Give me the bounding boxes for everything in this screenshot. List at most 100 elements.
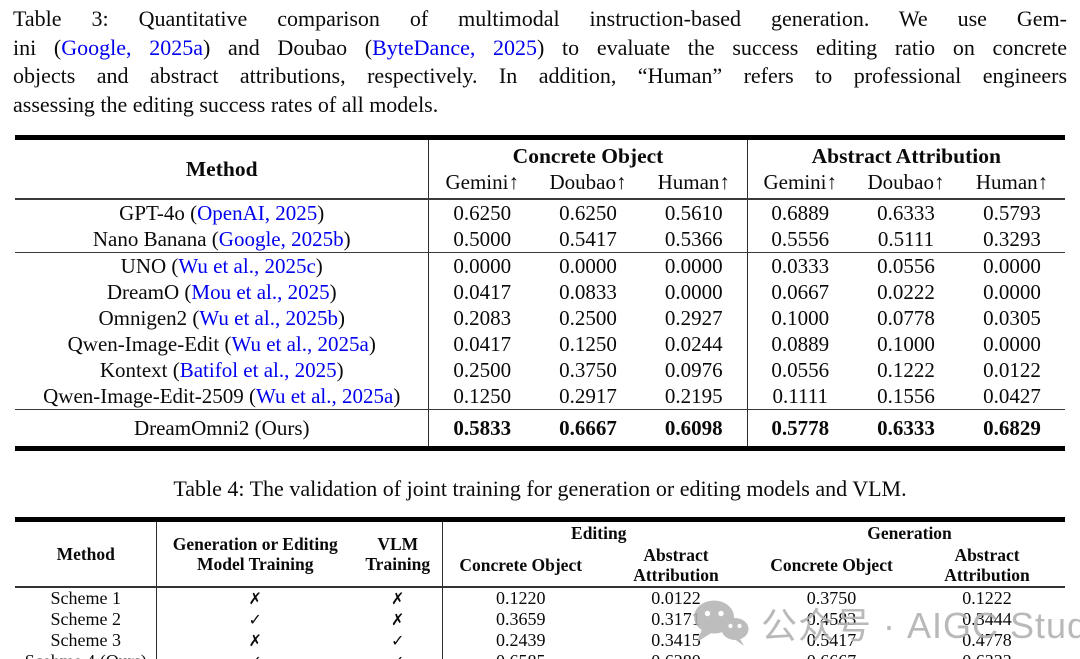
method-cell: DreamOmni2 (Ours)	[15, 410, 429, 449]
method-cell: Qwen-Image-Edit (Wu et al., 2025a)	[15, 331, 429, 357]
citation-link[interactable]: Batifol et al., 2025	[179, 358, 337, 382]
check-mark-icon: ✓	[391, 631, 405, 650]
citation-link[interactable]: Wu et al., 2025a	[255, 384, 394, 408]
value-cell: 0.0222	[877, 280, 935, 304]
value-cell: 0.0000	[983, 254, 1041, 278]
citation-link[interactable]: Wu et al., 2025a	[231, 332, 369, 356]
value-cell: 0.6829	[983, 416, 1041, 440]
col-header-doubao: Doubao↑	[549, 170, 627, 194]
table3-group-open-models: UNO (Wu et al., 2025c) 0.0000 0.0000 0.0…	[14, 252, 1066, 410]
value-cell: 0.0244	[664, 332, 723, 356]
method-text: GPT-4o (	[119, 201, 198, 225]
value-cell: 0.0427	[983, 384, 1041, 408]
group-header-editing: Editing	[442, 519, 754, 544]
value-cell: 0.5417	[806, 630, 857, 650]
value-cell: 0.5000	[428, 226, 535, 253]
citation-link[interactable]: Wu et al., 2025b	[199, 306, 338, 330]
col-header-gemini: Gemini↑	[746, 169, 854, 199]
method-cell: Scehme 4 (Ours)	[15, 651, 157, 659]
value-cell: 0.0976	[664, 358, 723, 382]
col-header-editing-abstract-attribution: Abstract Attribution	[633, 545, 719, 585]
value-cell: 0.3750	[559, 358, 617, 382]
method-cell: Scheme 3	[50, 630, 121, 650]
table-row: DreamOmni2 (Ours) 0.5833 0.6667 0.6098 0…	[15, 409, 1065, 449]
value-cell: 0.5833	[428, 409, 535, 449]
cross-mark-icon: ✗	[391, 610, 405, 629]
table4-header: Method Generation or Editing Model Traini…	[14, 519, 1066, 587]
citation-link[interactable]: ByteDance, 2025	[372, 34, 538, 60]
header-text: Training	[365, 554, 431, 574]
table-row: Scheme 2 ✓ ✗ 0.3659 0.3171 0.4583 0.3444	[15, 609, 1065, 630]
table-row: Qwen-Image-Edit-2509 (Wu et al., 2025a) …	[15, 383, 1065, 410]
method-text: )	[393, 384, 401, 408]
value-cell: 0.2500	[428, 357, 535, 383]
method-text: )	[317, 201, 325, 225]
value-cell: 0.5793	[983, 201, 1041, 225]
value-cell: 0.6098	[664, 416, 723, 440]
citation-link[interactable]: OpenAI, 2025	[197, 201, 318, 225]
value-cell: 0.0000	[664, 254, 723, 278]
table-row: GPT-4o (OpenAI, 2025) 0.6250 0.6250 0.56…	[15, 199, 1065, 226]
method-cell: Scheme 1	[50, 588, 121, 608]
citation-link[interactable]: Wu et al., 2025c	[178, 254, 316, 278]
value-cell: 0.0000	[559, 254, 617, 278]
method-cell: UNO (Wu et al., 2025c)	[15, 253, 429, 280]
method-text: Qwen-Image-Edit-2509 (	[43, 384, 256, 408]
value-cell: 0.3750	[806, 588, 857, 608]
table4-caption: Table 4: The validation of joint trainin…	[173, 476, 907, 501]
value-cell: 0.0833	[559, 280, 617, 304]
value-cell: 0.6667	[559, 416, 617, 440]
value-cell: 0.0417	[428, 331, 535, 357]
value-cell: 0.0556	[877, 254, 935, 278]
value-cell: 0.2083	[428, 305, 535, 331]
method-text: DreamO (	[106, 280, 192, 304]
caption-line: Table 3: Quantitative comparison of mult…	[13, 6, 1067, 31]
table-row: Scehme 4 (Ours) ✓ ✓ 0.6585 0.6280 0.6667…	[15, 651, 1065, 659]
value-cell: 0.6250	[428, 199, 535, 226]
method-cell: GPT-4o (OpenAI, 2025)	[15, 199, 429, 226]
value-cell: 0.5556	[746, 226, 854, 253]
value-cell: 0.1222	[877, 358, 935, 382]
table-row: Qwen-Image-Edit (Wu et al., 2025a) 0.041…	[15, 331, 1065, 357]
citation-link[interactable]: Google, 2025a	[61, 34, 203, 60]
table-row: Kontext (Batifol et al., 2025) 0.2500 0.…	[15, 357, 1065, 383]
value-cell: 0.3415	[651, 630, 701, 650]
table4: Method Generation or Editing Model Traini…	[14, 517, 1066, 659]
citation-link[interactable]: Google, 2025b	[218, 227, 344, 251]
col-header-human: Human↑	[657, 170, 730, 194]
value-cell: 0.6333	[877, 416, 935, 440]
value-cell: 0.0000	[983, 280, 1041, 304]
method-cell: Nano Banana (Google, 2025b)	[15, 226, 429, 253]
value-cell: 0.0000	[983, 332, 1041, 356]
value-cell: 0.0000	[428, 252, 535, 279]
value-cell: 0.3444	[962, 609, 1012, 629]
method-text: Kontext (	[99, 358, 180, 382]
method-cell: Qwen-Image-Edit-2509 (Wu et al., 2025a)	[15, 383, 429, 410]
col-header-generation-abstract-attribution: Abstract Attribution	[944, 545, 1030, 585]
col-header-generation-or-editing-model-training: Generation or Editing Model Training	[156, 519, 353, 587]
value-cell: 0.0333	[746, 252, 854, 279]
value-cell: 0.1111	[746, 383, 854, 410]
citation-link[interactable]: Mou et al., 2025	[191, 280, 330, 304]
table-row: Scheme 1 ✗ ✗ 0.1220 0.0122 0.3750 0.1222	[15, 587, 1065, 609]
value-cell: 0.2927	[664, 306, 723, 330]
value-cell: 0.4583	[806, 609, 857, 629]
value-cell: 0.6250	[559, 201, 617, 225]
caption-text: ) to evaluate the success editing ratio …	[537, 34, 1068, 60]
value-cell: 0.5417	[559, 227, 617, 251]
value-cell: 0.1250	[559, 332, 617, 356]
check-mark-icon: ✓	[353, 651, 443, 659]
check-mark-icon: ✓	[156, 651, 353, 659]
value-cell: 0.3293	[983, 227, 1041, 251]
value-cell: 0.2500	[559, 306, 617, 330]
table-row: Scheme 3 ✗ ✓ 0.2439 0.3415 0.5417 0.4778	[15, 630, 1065, 651]
group-header-abstract-attribution: Abstract Attribution	[746, 137, 1066, 169]
method-text: )	[329, 280, 337, 304]
col-header-editing-concrete-object: Concrete Object	[442, 544, 598, 587]
value-cell: 0.0122	[983, 358, 1041, 382]
table3-group-ours: DreamOmni2 (Ours) 0.5833 0.6667 0.6098 0…	[15, 409, 1065, 449]
value-cell: 0.0305	[983, 306, 1041, 330]
table3: Method Concrete Object Abstract Attribut…	[14, 135, 1066, 451]
method-cell: DreamO (Mou et al., 2025)	[15, 279, 429, 305]
header-text: VLM	[377, 534, 419, 554]
